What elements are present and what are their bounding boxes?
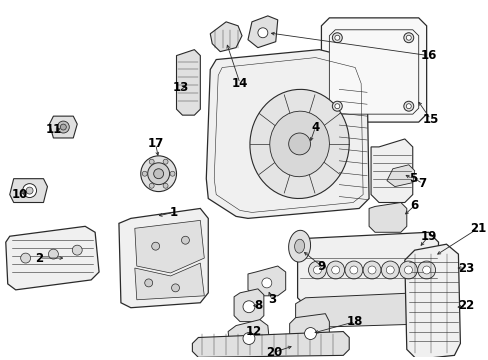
Polygon shape: [176, 50, 200, 115]
Text: 4: 4: [311, 121, 319, 134]
Circle shape: [367, 266, 375, 274]
Polygon shape: [247, 266, 285, 296]
Polygon shape: [135, 220, 204, 273]
Circle shape: [403, 101, 413, 111]
Ellipse shape: [149, 183, 154, 188]
Polygon shape: [228, 320, 269, 355]
Circle shape: [313, 266, 321, 274]
Text: 12: 12: [245, 325, 262, 338]
Circle shape: [332, 101, 342, 111]
Polygon shape: [386, 165, 414, 186]
Polygon shape: [370, 139, 412, 202]
Ellipse shape: [294, 239, 304, 253]
Polygon shape: [247, 16, 277, 48]
Circle shape: [72, 245, 82, 255]
Text: 8: 8: [253, 299, 262, 312]
Polygon shape: [210, 22, 242, 51]
Circle shape: [349, 266, 357, 274]
Polygon shape: [192, 332, 348, 357]
Circle shape: [22, 184, 37, 198]
Text: 21: 21: [469, 222, 486, 235]
Text: 9: 9: [317, 260, 325, 273]
Ellipse shape: [269, 111, 329, 177]
Text: 23: 23: [457, 261, 473, 275]
Circle shape: [422, 266, 430, 274]
Polygon shape: [6, 226, 99, 290]
Circle shape: [57, 121, 69, 133]
Circle shape: [60, 124, 66, 130]
Circle shape: [399, 261, 417, 279]
Circle shape: [144, 279, 152, 287]
Ellipse shape: [163, 183, 168, 188]
Ellipse shape: [149, 159, 154, 164]
Circle shape: [386, 266, 393, 274]
Circle shape: [326, 261, 344, 279]
Circle shape: [151, 242, 159, 250]
Ellipse shape: [170, 171, 175, 176]
Ellipse shape: [288, 133, 310, 155]
Ellipse shape: [142, 171, 147, 176]
Polygon shape: [234, 289, 264, 321]
Circle shape: [344, 261, 362, 279]
Text: 15: 15: [422, 113, 438, 126]
Text: 20: 20: [265, 346, 281, 359]
Polygon shape: [206, 50, 368, 219]
Circle shape: [334, 35, 339, 40]
Circle shape: [48, 249, 58, 259]
Circle shape: [406, 104, 410, 109]
Ellipse shape: [249, 89, 348, 198]
Circle shape: [417, 261, 435, 279]
Circle shape: [304, 328, 316, 339]
Polygon shape: [329, 30, 418, 114]
Polygon shape: [49, 116, 77, 138]
Text: 10: 10: [12, 188, 28, 201]
Circle shape: [363, 261, 380, 279]
Text: 18: 18: [346, 315, 363, 328]
Ellipse shape: [288, 230, 310, 262]
Text: 19: 19: [420, 230, 436, 243]
Circle shape: [403, 33, 413, 43]
Text: 6: 6: [410, 199, 418, 212]
Circle shape: [404, 266, 411, 274]
Polygon shape: [297, 232, 438, 308]
Circle shape: [406, 35, 410, 40]
Text: 7: 7: [418, 177, 426, 190]
Circle shape: [181, 236, 189, 244]
Polygon shape: [289, 314, 329, 350]
Circle shape: [20, 253, 31, 263]
Circle shape: [171, 284, 179, 292]
Polygon shape: [321, 18, 426, 122]
Text: 22: 22: [457, 299, 473, 312]
Text: 1: 1: [169, 206, 177, 219]
Circle shape: [243, 301, 254, 313]
Circle shape: [257, 28, 267, 38]
Circle shape: [381, 261, 398, 279]
Text: 11: 11: [45, 122, 61, 136]
Text: 13: 13: [172, 81, 188, 94]
Circle shape: [334, 104, 339, 109]
Text: 3: 3: [267, 293, 275, 306]
Circle shape: [153, 169, 163, 179]
Polygon shape: [404, 244, 460, 359]
Circle shape: [332, 33, 342, 43]
Circle shape: [141, 156, 176, 192]
Circle shape: [308, 261, 325, 279]
Text: 14: 14: [231, 77, 248, 90]
Polygon shape: [368, 202, 406, 232]
Polygon shape: [135, 263, 204, 300]
Circle shape: [243, 333, 254, 345]
Circle shape: [147, 163, 169, 185]
Circle shape: [331, 266, 339, 274]
Circle shape: [26, 187, 33, 194]
Text: 17: 17: [147, 138, 163, 150]
Polygon shape: [10, 179, 47, 202]
Text: 2: 2: [36, 252, 43, 265]
Text: 16: 16: [420, 49, 436, 62]
Text: 5: 5: [408, 172, 416, 185]
Circle shape: [262, 278, 271, 288]
Polygon shape: [119, 208, 208, 308]
Ellipse shape: [163, 159, 168, 164]
Polygon shape: [295, 292, 440, 328]
